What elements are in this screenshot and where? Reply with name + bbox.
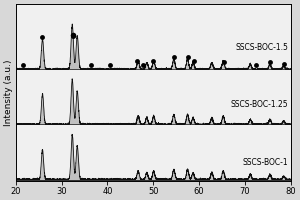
- Text: SSCS-BOC-1: SSCS-BOC-1: [243, 158, 288, 167]
- Text: SSCS-BOC-1.5: SSCS-BOC-1.5: [236, 43, 288, 52]
- Y-axis label: Intensity (a.u.): Intensity (a.u.): [4, 59, 13, 126]
- Text: SSCS-BOC-1.25: SSCS-BOC-1.25: [231, 100, 288, 109]
